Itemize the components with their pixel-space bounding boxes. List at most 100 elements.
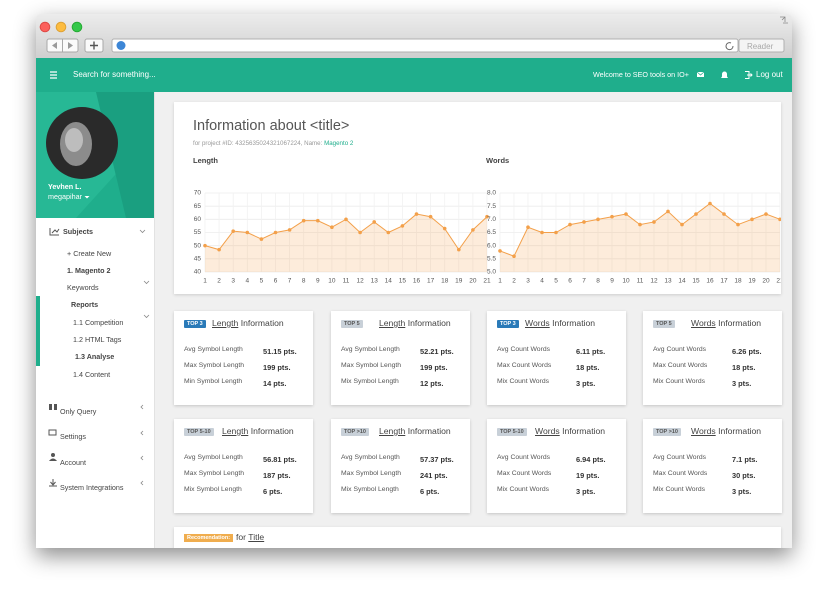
row-label: Mix Count Words (653, 378, 705, 385)
info-card: TOP >10 Words Information Avg Count Words 7… (643, 419, 782, 513)
mail-icon[interactable] (697, 72, 704, 77)
info-card: TOP 3 Length Information Avg Symbol Length… (174, 311, 313, 405)
menu-bottom-item[interactable]: Only Query (60, 407, 97, 416)
row-value: 241 pts. (420, 471, 448, 480)
x-tick-label: 5 (554, 278, 558, 285)
menu-icon[interactable] (50, 71, 57, 79)
point (344, 217, 348, 222)
menu-reports[interactable]: Reports (71, 300, 99, 309)
logout-link[interactable]: Log out (756, 70, 783, 79)
row-value: 3 pts. (576, 487, 596, 496)
point (372, 220, 376, 224)
point (512, 254, 516, 258)
card-badge: TOP 3 (497, 320, 519, 328)
point (554, 230, 558, 235)
card-topic[interactable]: Words (525, 318, 550, 328)
card-topic[interactable]: Words (691, 318, 716, 328)
x-tick-label: 18 (441, 278, 449, 285)
y-tick-label: 60 (194, 216, 202, 223)
point (666, 209, 670, 214)
row-label: Avg Symbol Length (184, 454, 243, 461)
menu-bottom-item[interactable]: System Integrations (60, 483, 124, 492)
row-value: 3 pts. (576, 379, 596, 388)
for-text: for (236, 532, 247, 542)
row-label: Avg Count Words (497, 346, 551, 353)
row-value: 6.11 pts. (576, 347, 606, 356)
point (568, 222, 572, 227)
point (708, 201, 712, 206)
row-label: Mix Symbol Length (341, 378, 399, 385)
menu-subjects[interactable]: Subjects (63, 227, 93, 236)
x-tick-label: 18 (734, 278, 742, 285)
row-value: 30 pts. (732, 471, 756, 480)
x-tick-label: 15 (399, 278, 407, 285)
row-value: 12 pts. (420, 379, 444, 388)
reader-button[interactable] (738, 38, 785, 53)
info-card: TOP 5 Length Information Avg Symbol Length… (331, 311, 470, 405)
point (652, 220, 656, 224)
profile-banner (36, 92, 154, 218)
x-tick-label: 8 (596, 278, 600, 285)
menu-report-item[interactable]: 1.4 Content (73, 370, 111, 379)
card-suffix: Information (250, 426, 294, 436)
logout-icon[interactable] (745, 71, 753, 79)
welcome-text: Welcome to SEO tools on IO+ (593, 70, 689, 79)
point (442, 226, 447, 231)
address-bar[interactable] (111, 38, 739, 53)
topic-link[interactable]: Title (248, 532, 265, 542)
menu-keywords[interactable]: Keywords (67, 283, 99, 292)
zoom-button[interactable] (71, 21, 83, 33)
row-value: 56.81 pts. (263, 455, 297, 464)
card-suffix: Information (562, 426, 606, 436)
menu-bottom-item[interactable]: Settings (60, 432, 86, 441)
search-input[interactable]: Search for something... (73, 70, 156, 79)
menu-report-item[interactable]: 1.1 Competition (73, 318, 124, 327)
row-label: Mix Count Words (497, 378, 549, 385)
close-button[interactable] (39, 21, 51, 33)
bell-icon[interactable] (721, 71, 728, 79)
point (231, 229, 235, 233)
point (596, 217, 600, 222)
project-link[interactable]: Magento 2 (324, 140, 354, 147)
y-tick-label: 50 (194, 242, 202, 249)
menu-project[interactable]: 1. Magento 2 (67, 266, 111, 275)
card-topic[interactable]: Length (379, 318, 406, 328)
info-panel: Information about <title> for project #I… (174, 102, 781, 294)
x-tick-label: 21 (483, 278, 491, 285)
x-tick-label: 3 (231, 278, 235, 285)
x-tick-label: 6 (274, 278, 278, 285)
card-topic[interactable]: Length (379, 426, 406, 436)
y-tick-label: 8.0 (487, 190, 496, 197)
area (205, 214, 487, 272)
menu-bottom-item[interactable]: Account (60, 458, 86, 467)
x-tick-label: 4 (245, 278, 249, 285)
point (610, 214, 614, 219)
point (428, 214, 433, 219)
card-topic[interactable]: Words (691, 426, 716, 436)
menu-create[interactable]: + Create New (67, 249, 112, 258)
card-badge: TOP 5 (341, 320, 363, 328)
point (330, 225, 334, 230)
user-login[interactable]: megapihar (48, 192, 82, 201)
x-tick-label: 9 (316, 278, 320, 285)
row-label: Max Symbol Length (184, 470, 245, 477)
row-label: Max Count Words (653, 470, 708, 477)
recommendation-badge: Recomendation: (184, 534, 234, 542)
card-topic[interactable]: Length (222, 426, 249, 436)
point (457, 247, 461, 252)
x-tick-label: 7 (288, 278, 292, 285)
reader-label: Reader (747, 42, 774, 51)
row-value: 14 pts. (263, 379, 287, 388)
card-topic[interactable]: Words (535, 426, 560, 436)
minimize-button[interactable] (55, 21, 67, 33)
x-tick-label: 2 (217, 278, 221, 285)
y-tick-label: 6.5 (487, 229, 496, 236)
menu-report-item[interactable]: 1.2 HTML Tags (73, 335, 122, 344)
card-title: Length Information (379, 426, 451, 436)
row-value: 19 pts. (576, 471, 600, 480)
card-topic[interactable]: Length (212, 318, 239, 328)
row-label: Mix Symbol Length (341, 486, 399, 493)
menu-report-item[interactable]: 1.3 Analyse (75, 352, 115, 361)
